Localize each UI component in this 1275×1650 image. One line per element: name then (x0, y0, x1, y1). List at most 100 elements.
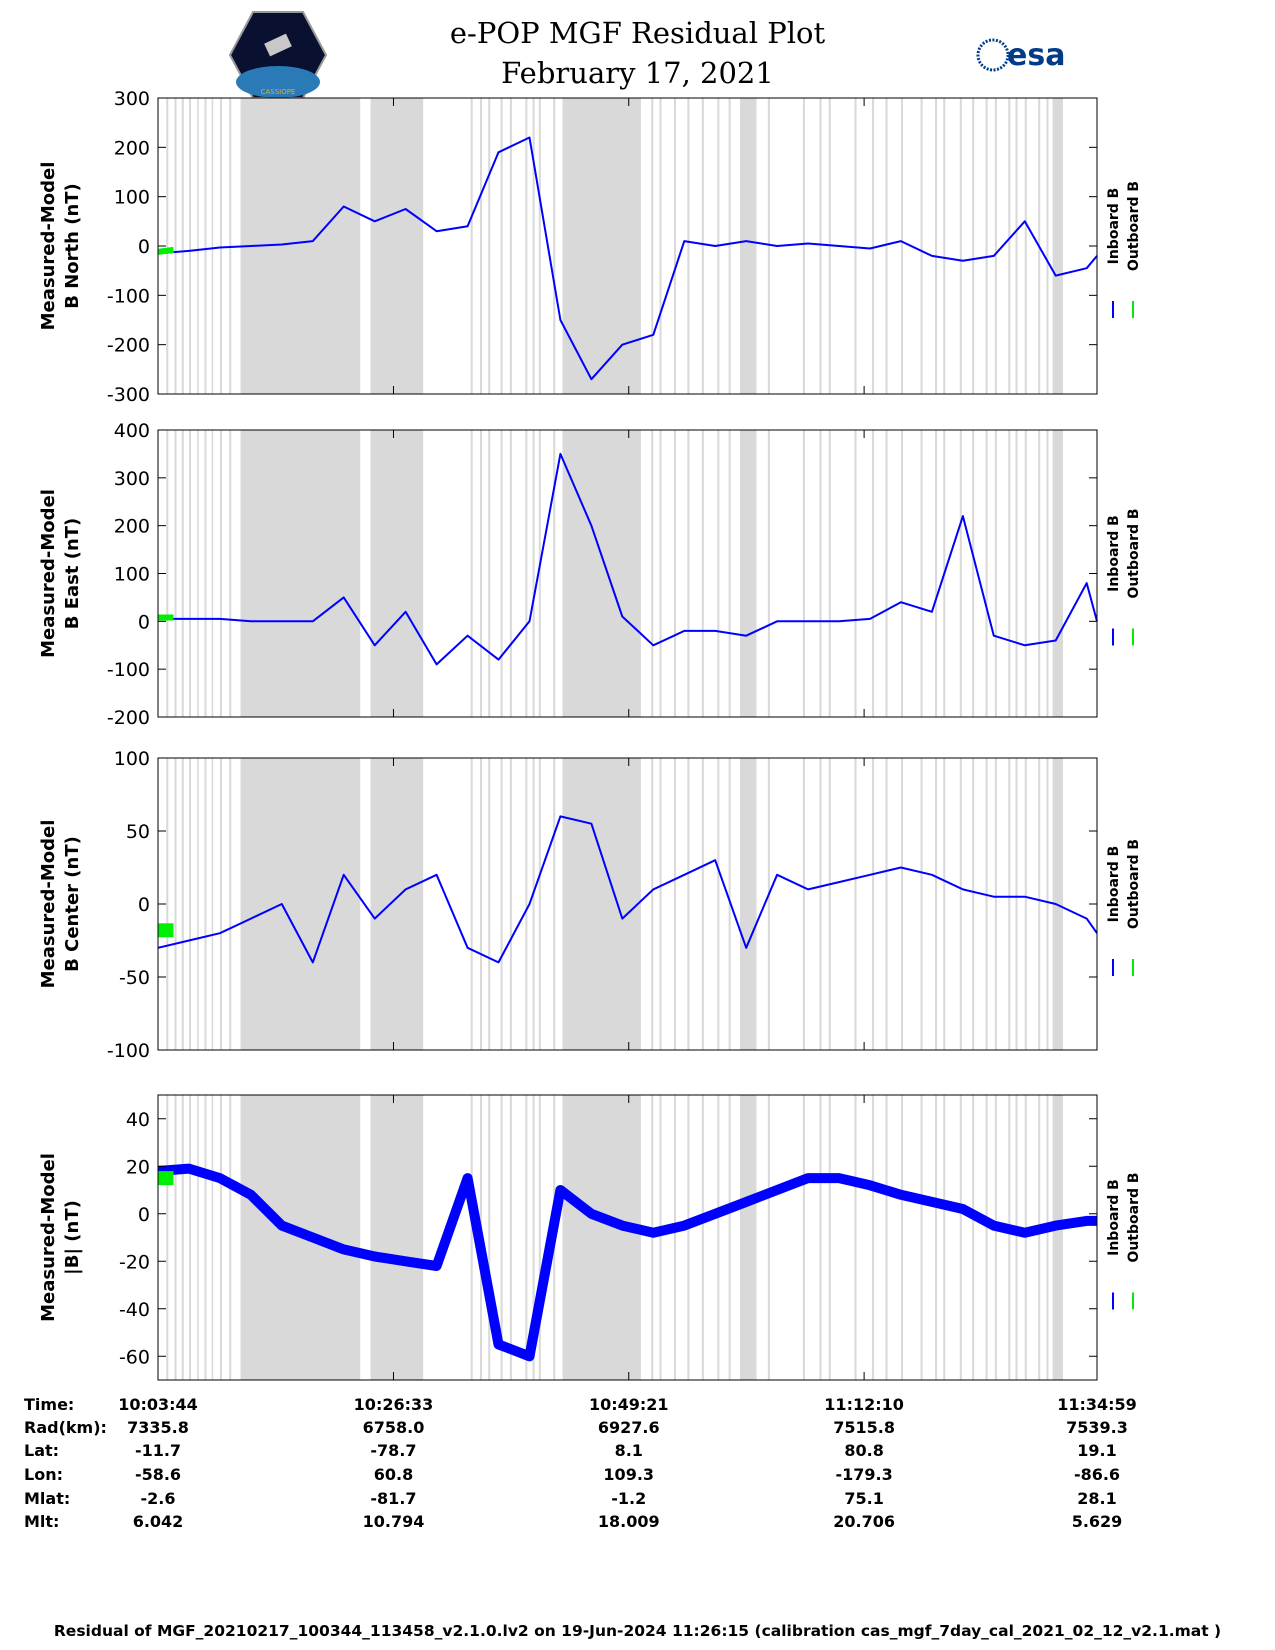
data-gap (934, 430, 938, 717)
data-gap (872, 758, 875, 1050)
data-gap (188, 98, 192, 394)
data-gap (204, 430, 207, 717)
esa-logo: esa (976, 38, 1065, 73)
data-gap (920, 430, 923, 717)
data-gap (470, 430, 473, 717)
data-gap (509, 98, 512, 394)
data-gap (479, 98, 483, 394)
data-gap (1052, 430, 1063, 717)
data-gap (525, 758, 528, 1050)
data-gap (553, 98, 556, 394)
data-gap (728, 1095, 731, 1380)
ephemeris-cell: 20.706 (833, 1512, 895, 1531)
y-tick-label: 50 (126, 821, 150, 843)
ephemeris-cell: 18.009 (597, 1512, 660, 1531)
data-gap (188, 430, 192, 717)
data-gap (972, 430, 975, 717)
series-line-inboard (157, 1163, 1097, 1362)
data-gap (211, 430, 214, 717)
data-gap (994, 98, 997, 394)
data-gap (211, 758, 214, 1050)
data-gap (673, 430, 676, 717)
legend-label-inboard: Inboard B (1106, 846, 1122, 923)
data-gap (219, 1095, 222, 1380)
data-gap (854, 98, 857, 394)
data-gap (659, 1095, 662, 1380)
y-tick-label: -200 (107, 707, 150, 729)
y-tick-label: -40 (119, 1299, 150, 1321)
data-gap (943, 1095, 946, 1380)
data-gap (934, 758, 938, 1050)
data-gap (802, 430, 805, 717)
data-gap (470, 1095, 473, 1380)
ephemeris-cell: -81.7 (370, 1489, 417, 1508)
ephemeris-cell: 7539.3 (1066, 1418, 1128, 1437)
legend-label-inboard: Inboard B (1106, 515, 1122, 592)
data-gap (985, 98, 988, 394)
data-gap (211, 98, 214, 394)
data-gap (197, 758, 199, 1050)
data-gap (525, 1095, 528, 1380)
data-gap (229, 430, 232, 717)
ephemeris-row-label: Rad(km): (24, 1418, 107, 1437)
data-gap (972, 1095, 975, 1380)
data-gap (525, 98, 528, 394)
y-tick-label: -20 (119, 1251, 150, 1273)
y-tick-label: -100 (107, 659, 150, 681)
y-tick-label: 0 (138, 894, 150, 916)
data-gap (934, 1095, 938, 1380)
chart-title: e-POP MGF Residual Plot (449, 16, 826, 50)
ephemeris-row: Lon: -58.6 60.8 109.3 -179.3 -86.6 (0, 1465, 1275, 1489)
y-axis-title: Measured-Model (38, 162, 59, 331)
data-gap (959, 98, 962, 394)
data-gap (370, 430, 424, 717)
ephemeris-cell: -86.6 (1073, 1465, 1121, 1484)
ephemeris-cell: 6927.6 (597, 1418, 660, 1437)
data-gap (802, 98, 805, 394)
data-gap (687, 758, 690, 1050)
data-gap (767, 1095, 770, 1380)
ephemeris-cell: 80.8 (844, 1441, 884, 1460)
data-gap (673, 758, 676, 1050)
y-tick-label: 0 (138, 1204, 150, 1226)
data-gap (651, 98, 654, 394)
data-gap (739, 1095, 757, 1380)
ephemeris-cell: -11.7 (134, 1441, 182, 1460)
ephemeris-row: Lat: -11.7 -78.7 8.1 80.8 19.1 (0, 1441, 1275, 1465)
ephemeris-row-label: Time: (24, 1395, 75, 1414)
data-gap (1015, 758, 1018, 1050)
data-gap (1008, 430, 1011, 717)
data-gap (934, 98, 938, 394)
data-gap (562, 98, 641, 394)
ephemeris-cell: 75.1 (844, 1489, 884, 1508)
data-gap (1024, 98, 1027, 394)
data-gap (1052, 1095, 1063, 1380)
ephemeris-row-label: Mlat: (24, 1489, 71, 1508)
data-gap (488, 98, 491, 394)
data-gap (500, 430, 503, 717)
data-gap (885, 98, 888, 394)
data-gap (717, 430, 720, 717)
data-gap (174, 758, 177, 1050)
data-gap (885, 758, 888, 1050)
data-gap (174, 98, 177, 394)
ephemeris-cell: 10:26:33 (353, 1395, 434, 1414)
data-gap (767, 758, 770, 1050)
data-gap (900, 430, 904, 717)
y-axis-title: Measured-Model (38, 820, 59, 989)
ephemeris-cell: 7335.8 (127, 1418, 189, 1437)
ephemeris-cell: 6.042 (132, 1512, 184, 1531)
ephemeris-cell: 10:49:21 (588, 1395, 669, 1414)
data-gap (651, 758, 654, 1050)
data-gap (802, 758, 805, 1050)
ephemeris-cell: 8.1 (614, 1441, 643, 1460)
data-gap (479, 758, 483, 1050)
data-gap (488, 1095, 491, 1380)
y-tick-label: -50 (119, 967, 150, 989)
y-tick-label: 20 (126, 1156, 150, 1178)
y-axis-title: B North (nT) (62, 183, 83, 309)
data-gap (532, 758, 535, 1050)
data-gap (562, 430, 641, 717)
plot-frame (157, 1094, 1098, 1381)
